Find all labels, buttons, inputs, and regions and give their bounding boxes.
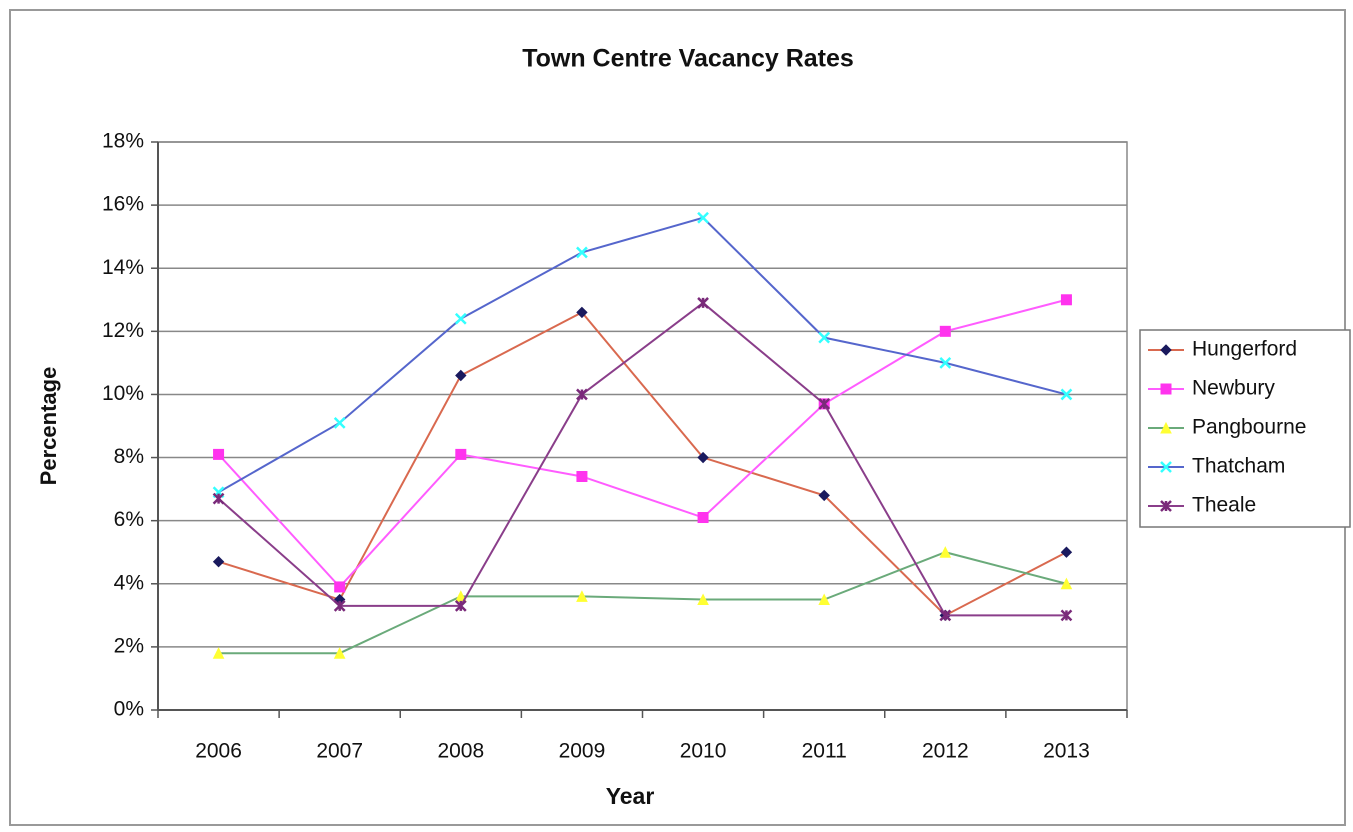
- x-tick-label: 2007: [316, 740, 363, 763]
- y-tick-label: 10%: [102, 382, 144, 405]
- chart-title: Town Centre Vacancy Rates: [522, 45, 854, 73]
- marker: [1060, 388, 1073, 401]
- y-tick-label: 8%: [114, 445, 144, 468]
- y-tick-label: 0%: [114, 698, 144, 721]
- series: [213, 294, 1072, 593]
- marker: [334, 581, 346, 593]
- marker: [576, 246, 588, 259]
- marker: [1160, 421, 1172, 434]
- x-tick-label: 2008: [437, 740, 484, 763]
- x-axis-label: Year: [606, 783, 655, 809]
- series: [212, 306, 1073, 622]
- y-tick-label: 6%: [114, 508, 144, 531]
- marker: [576, 590, 588, 602]
- y-tick-label: 2%: [114, 634, 144, 657]
- legend-label: Newbury: [1192, 377, 1275, 400]
- marker: [697, 512, 709, 524]
- marker: [455, 369, 467, 382]
- marker: [212, 492, 225, 505]
- marker: [213, 448, 225, 460]
- marker: [697, 451, 709, 464]
- legend-label: Thatcham: [1192, 455, 1285, 478]
- series: [212, 211, 1073, 499]
- marker: [576, 306, 588, 319]
- series-line: [218, 551, 1067, 655]
- legend-label: Hungerford: [1192, 338, 1297, 361]
- series-line: [218, 216, 1067, 494]
- marker: [1160, 344, 1172, 356]
- plot-area: [157, 141, 1128, 711]
- series-line: [217, 301, 1067, 617]
- series: [212, 297, 1073, 622]
- legend-label: Pangbourne: [1192, 416, 1306, 439]
- y-tick-label: 16%: [102, 193, 144, 216]
- marker: [212, 647, 225, 659]
- marker: [697, 211, 709, 224]
- marker: [939, 609, 952, 622]
- marker: [1060, 577, 1073, 590]
- marker: [1060, 546, 1073, 558]
- marker: [455, 448, 467, 460]
- y-axis-label: Percentage: [36, 367, 61, 486]
- x-tick-label: 2013: [1043, 740, 1090, 763]
- marker: [333, 647, 346, 659]
- marker: [576, 470, 588, 482]
- marker: [1060, 294, 1072, 306]
- y-tick-label: 12%: [102, 319, 144, 342]
- marker: [454, 599, 467, 612]
- marker: [212, 555, 225, 568]
- x-tick-label: 2011: [802, 740, 847, 763]
- series-line: [218, 311, 1067, 617]
- marker: [1160, 461, 1172, 473]
- marker: [818, 489, 830, 502]
- marker: [333, 416, 346, 429]
- y-tick-label: 18%: [102, 130, 144, 153]
- marker: [1160, 500, 1172, 512]
- series-line: [217, 298, 1067, 589]
- marker: [697, 593, 709, 606]
- x-tick-label: 2010: [680, 740, 727, 763]
- marker: [818, 593, 830, 606]
- marker: [333, 599, 346, 612]
- x-tick-label: 2012: [922, 740, 969, 763]
- marker: [454, 312, 467, 325]
- x-tick-label: 2006: [195, 740, 242, 763]
- series: [212, 546, 1073, 659]
- y-tick-label: 4%: [114, 571, 144, 594]
- marker: [939, 325, 951, 337]
- legend-label: Theale: [1192, 494, 1256, 517]
- marker: [818, 398, 831, 410]
- marker: [939, 546, 952, 558]
- marker: [697, 297, 709, 309]
- marker: [576, 388, 588, 401]
- marker: [1160, 383, 1172, 395]
- y-tick-label: 14%: [102, 256, 144, 279]
- marker: [818, 331, 831, 344]
- x-tick-label: 2009: [559, 740, 606, 763]
- marker: [1060, 609, 1073, 622]
- marker: [939, 357, 952, 369]
